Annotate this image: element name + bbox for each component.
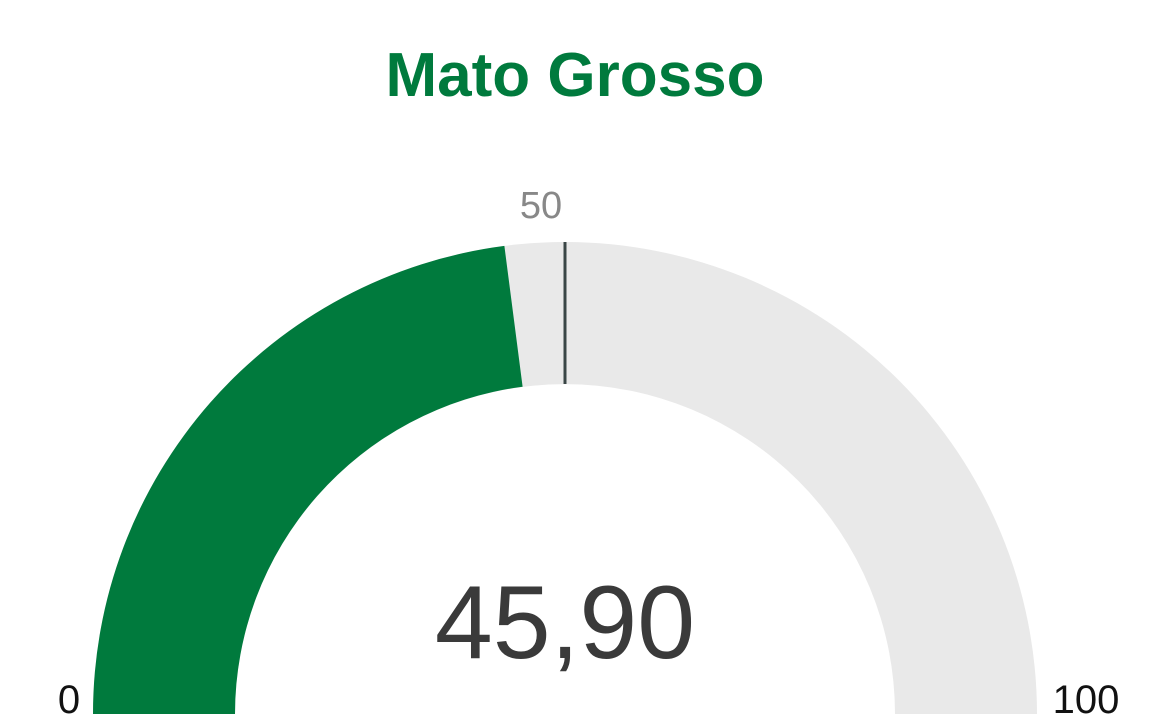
max-label: 100 — [1053, 678, 1120, 722]
target-label: 50 — [520, 185, 562, 227]
value-label: 45,90 — [435, 565, 695, 681]
min-label: 0 — [58, 678, 80, 722]
gauge-value — [93, 245, 523, 714]
chart-title: Mato Grosso — [386, 41, 765, 110]
